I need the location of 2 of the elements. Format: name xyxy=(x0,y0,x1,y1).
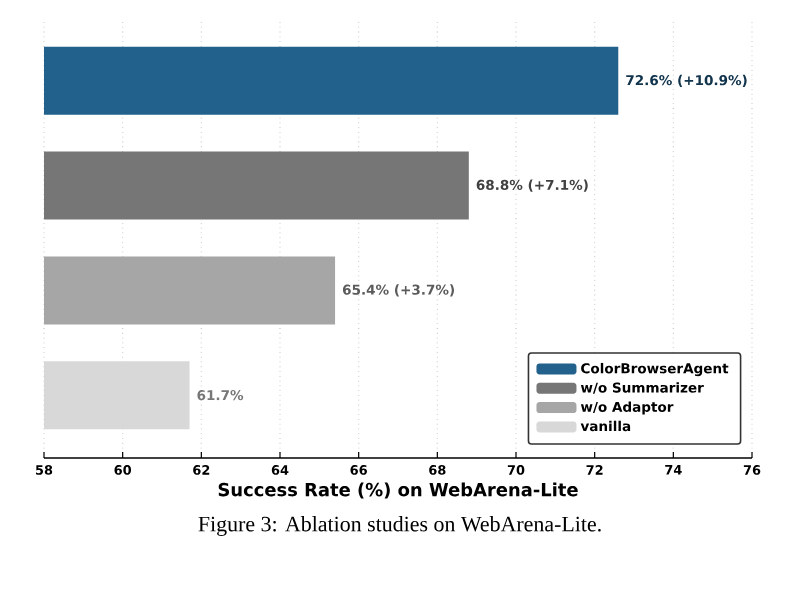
caption: Figure 3: Ablation studies on WebArena-Lite. xyxy=(198,516,601,536)
x-axis-title: Success Rate (%) on WebArena-Lite xyxy=(218,482,578,499)
